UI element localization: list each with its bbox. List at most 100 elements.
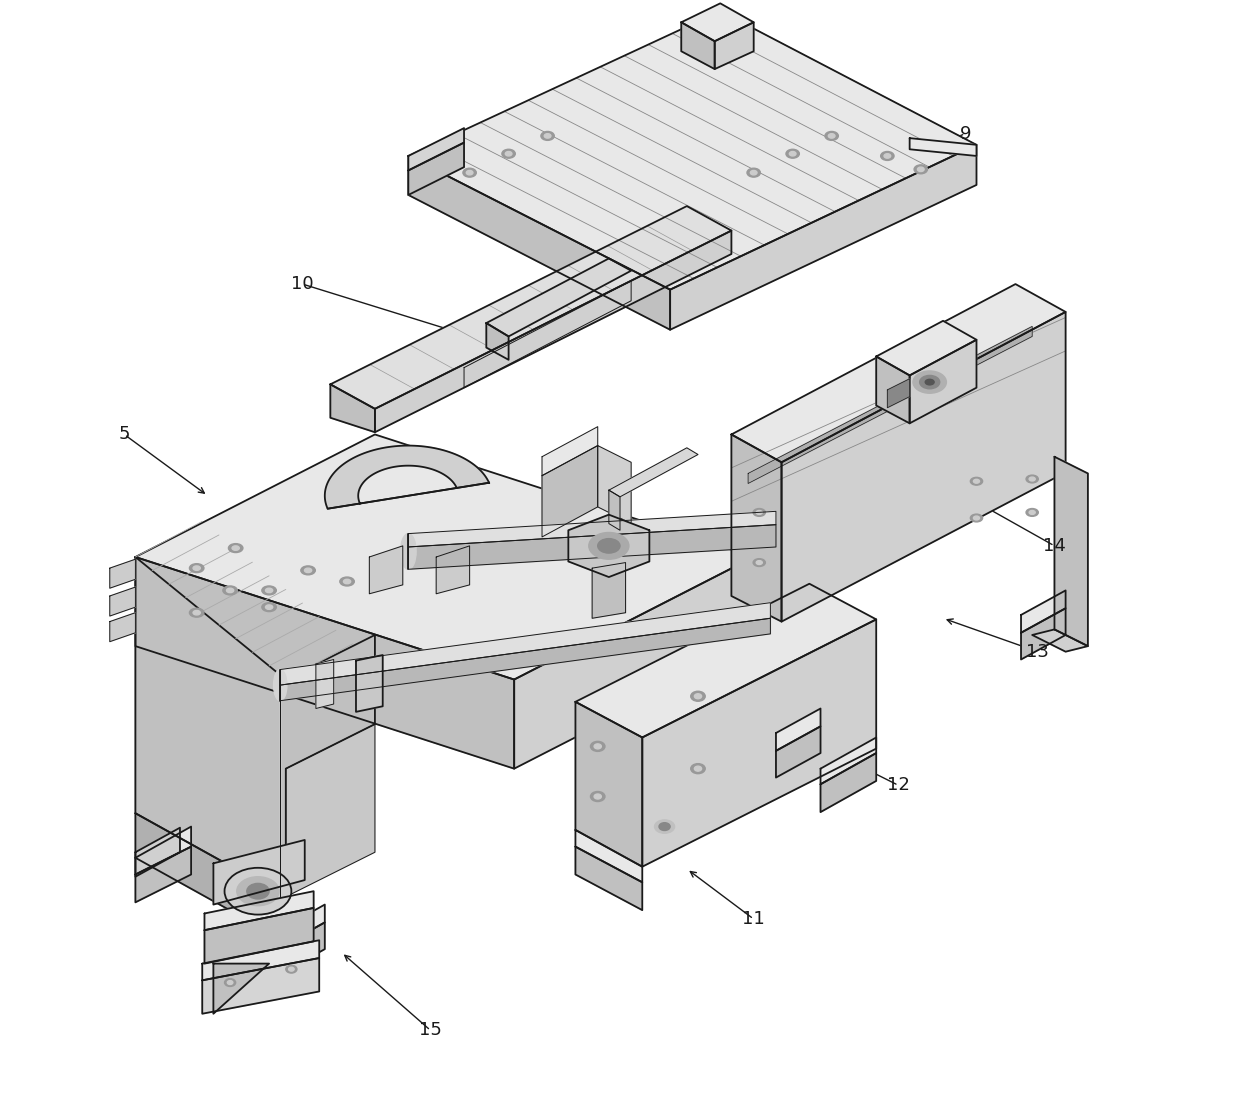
Text: 9: 9: [960, 125, 971, 143]
Ellipse shape: [224, 868, 291, 915]
Ellipse shape: [262, 603, 277, 612]
Text: 10: 10: [291, 275, 314, 293]
Polygon shape: [269, 922, 325, 980]
Ellipse shape: [1025, 476, 1038, 483]
Polygon shape: [370, 546, 403, 594]
Polygon shape: [408, 128, 464, 170]
Polygon shape: [486, 323, 508, 360]
Polygon shape: [748, 326, 1032, 483]
Polygon shape: [609, 490, 620, 530]
Ellipse shape: [973, 479, 980, 483]
Ellipse shape: [289, 967, 294, 971]
Ellipse shape: [505, 152, 512, 156]
Ellipse shape: [658, 822, 670, 831]
Ellipse shape: [880, 152, 894, 160]
Text: 13: 13: [1027, 643, 1049, 661]
Ellipse shape: [227, 980, 233, 985]
Polygon shape: [110, 559, 135, 588]
Polygon shape: [135, 847, 191, 902]
Polygon shape: [681, 3, 754, 41]
Polygon shape: [575, 584, 877, 737]
Ellipse shape: [973, 516, 980, 520]
Ellipse shape: [301, 566, 315, 575]
Ellipse shape: [544, 134, 551, 138]
Polygon shape: [877, 321, 976, 375]
Ellipse shape: [914, 165, 928, 174]
Polygon shape: [464, 281, 631, 388]
Ellipse shape: [227, 588, 233, 593]
Polygon shape: [486, 258, 631, 336]
Ellipse shape: [285, 965, 296, 974]
Polygon shape: [542, 427, 598, 476]
Ellipse shape: [190, 608, 203, 617]
Polygon shape: [202, 958, 319, 1014]
Ellipse shape: [828, 134, 835, 138]
Ellipse shape: [594, 744, 601, 749]
Polygon shape: [280, 603, 770, 685]
Polygon shape: [135, 828, 180, 877]
Ellipse shape: [694, 694, 702, 698]
Polygon shape: [575, 830, 642, 882]
Polygon shape: [436, 546, 470, 594]
Ellipse shape: [463, 168, 476, 177]
Ellipse shape: [913, 371, 946, 393]
Polygon shape: [1054, 457, 1087, 481]
Ellipse shape: [247, 883, 269, 899]
Ellipse shape: [691, 764, 706, 774]
Ellipse shape: [750, 170, 758, 175]
Ellipse shape: [343, 579, 351, 584]
Polygon shape: [316, 659, 334, 709]
Polygon shape: [888, 379, 910, 408]
Polygon shape: [821, 753, 877, 812]
Polygon shape: [330, 384, 374, 432]
Polygon shape: [330, 206, 732, 409]
Ellipse shape: [925, 380, 934, 385]
Ellipse shape: [753, 508, 765, 517]
Ellipse shape: [466, 170, 472, 175]
Text: 15: 15: [419, 1022, 441, 1039]
Polygon shape: [910, 138, 976, 156]
Polygon shape: [642, 619, 877, 867]
Ellipse shape: [790, 152, 796, 156]
Polygon shape: [110, 587, 135, 616]
Ellipse shape: [1029, 477, 1035, 481]
Ellipse shape: [193, 610, 201, 615]
Polygon shape: [1021, 608, 1065, 659]
Polygon shape: [408, 156, 670, 330]
Polygon shape: [670, 145, 976, 330]
Polygon shape: [374, 231, 732, 432]
Ellipse shape: [756, 560, 763, 565]
Ellipse shape: [589, 532, 629, 559]
Ellipse shape: [274, 670, 286, 701]
Ellipse shape: [590, 792, 605, 802]
Polygon shape: [877, 356, 910, 423]
Polygon shape: [1021, 590, 1065, 633]
Text: 12: 12: [887, 776, 910, 794]
Ellipse shape: [786, 149, 800, 158]
Polygon shape: [714, 22, 754, 69]
Polygon shape: [213, 840, 305, 905]
Polygon shape: [776, 709, 821, 751]
Ellipse shape: [918, 167, 924, 172]
Polygon shape: [202, 940, 319, 980]
Ellipse shape: [502, 149, 516, 158]
Ellipse shape: [401, 534, 417, 569]
Ellipse shape: [228, 544, 243, 553]
Polygon shape: [408, 11, 976, 290]
Polygon shape: [598, 446, 631, 524]
Polygon shape: [593, 563, 625, 618]
Text: 14: 14: [1043, 537, 1066, 555]
Ellipse shape: [541, 131, 554, 140]
Polygon shape: [280, 618, 770, 701]
Ellipse shape: [971, 478, 982, 486]
Ellipse shape: [224, 979, 236, 987]
Ellipse shape: [1025, 508, 1038, 517]
Ellipse shape: [1029, 510, 1035, 515]
Text: 5: 5: [119, 426, 130, 443]
Ellipse shape: [598, 539, 620, 554]
Polygon shape: [135, 557, 515, 769]
Ellipse shape: [265, 605, 273, 609]
Polygon shape: [609, 448, 698, 497]
Polygon shape: [135, 635, 515, 897]
Polygon shape: [575, 702, 642, 867]
